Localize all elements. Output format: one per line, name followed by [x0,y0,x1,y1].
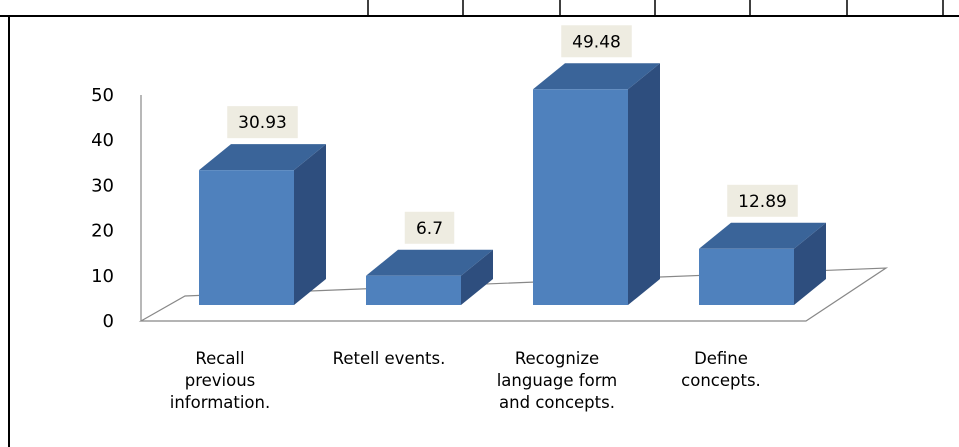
floor-plane [138,267,889,322]
category-label-line: and concepts. [499,393,615,412]
axes [138,95,889,322]
category-label-line: concepts. [681,371,761,390]
category-label: Define concepts. [681,349,761,390]
data-label: 12.89 [727,184,798,217]
bar [366,249,493,305]
category-label-line: Define [694,349,748,368]
bar-front [533,89,628,305]
data-label-text: 49.48 [572,32,621,52]
category-label-line: information. [170,393,270,412]
data-label-text: 12.89 [738,192,787,212]
y-tick-label: 10 [91,266,114,287]
x-axis-categories: Recall previous information. Retell events.… [170,349,761,412]
bar [699,222,826,305]
data-labels: 30.93 6.7 49.48 12.89 [227,25,798,244]
data-label-text: 30.93 [238,113,287,133]
category-label-line: Recognize [515,349,599,368]
bar-top [199,144,326,171]
y-axis-ticks: 0 10 20 30 40 50 [91,85,114,332]
bar-front [199,170,294,305]
bar-top [533,63,660,90]
bar [199,144,326,305]
bars [199,63,826,306]
bar-side [628,63,660,306]
y-tick-label: 30 [91,175,114,196]
bar-top [699,222,826,249]
data-label: 49.48 [561,25,632,58]
bar-front [699,248,794,305]
data-label: 30.93 [227,106,298,139]
bar-side [794,222,826,305]
category-label-line: Recall [195,349,244,368]
data-label-box [227,106,298,139]
bar-side [294,144,326,305]
category-label-line: Retell events. [333,349,446,368]
category-label: Retell events. [333,349,446,368]
bar-top [366,249,493,276]
data-label-box [561,25,632,58]
y-tick-label: 20 [91,221,114,242]
data-label: 6.7 [404,211,455,244]
category-label-line: language form [497,371,618,390]
bar-side [461,249,493,305]
bar [533,63,660,306]
bar-front [366,275,461,305]
y-tick-label: 50 [91,85,114,106]
category-label: Recall previous information. [170,349,270,412]
category-label-line: previous [185,371,256,390]
y-tick-label: 0 [103,311,114,332]
data-label-text: 6.7 [416,219,443,239]
data-label-box [404,211,455,244]
data-label-box [727,184,798,217]
category-label: Recognize language form and concepts. [497,349,618,412]
y-tick-label: 40 [91,130,114,151]
